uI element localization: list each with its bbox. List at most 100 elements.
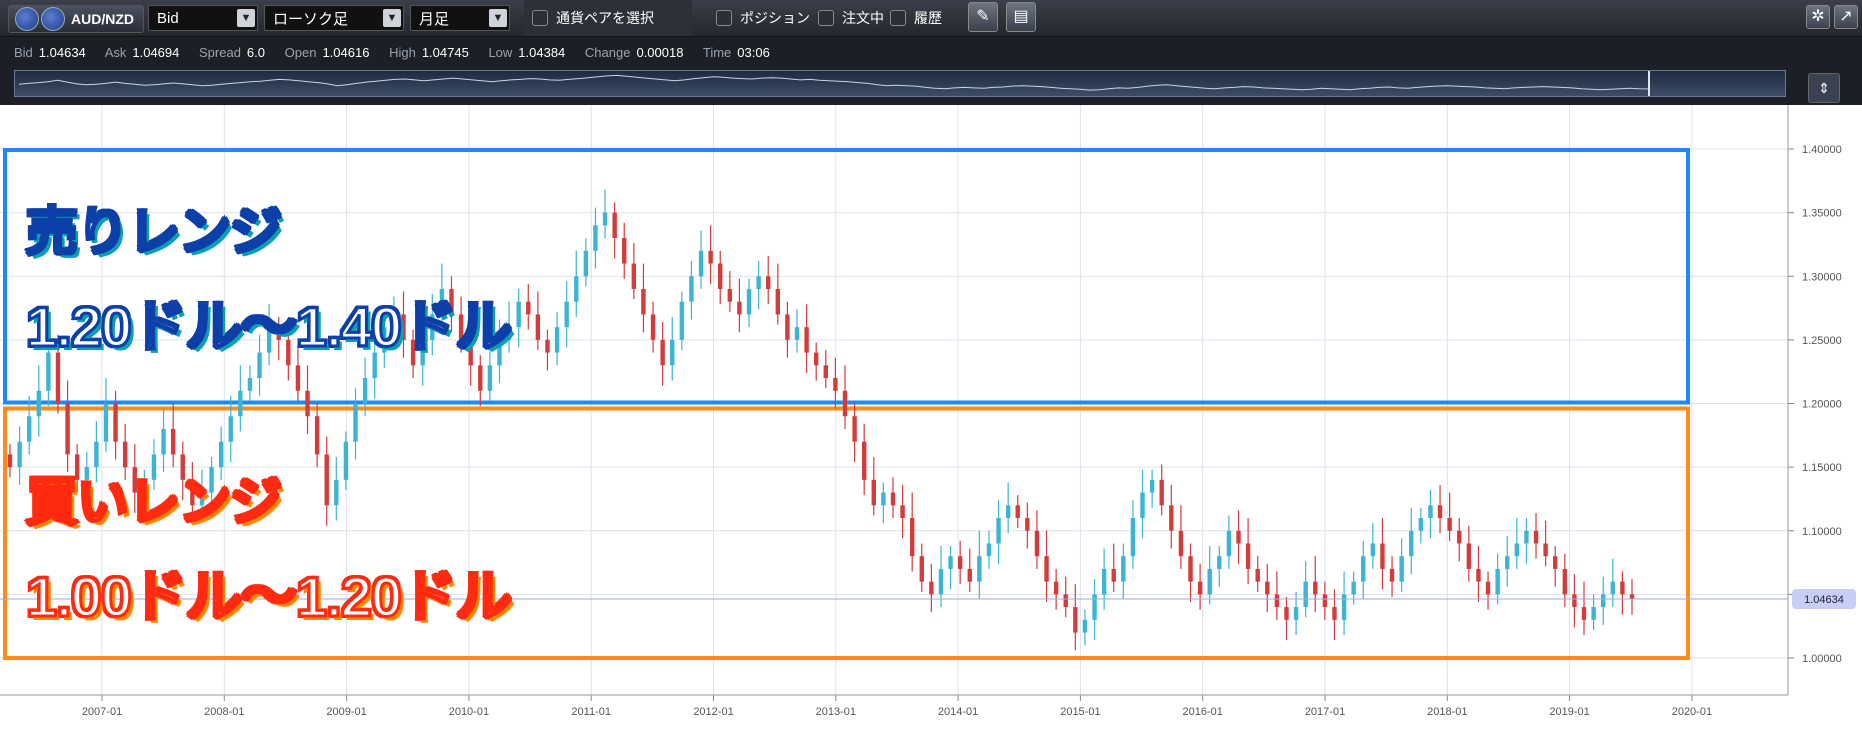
candle-body <box>1015 505 1020 519</box>
candle-body <box>7 454 13 468</box>
x-tick-label: 2011-01 <box>571 706 611 718</box>
navigator-resize-button[interactable]: ⇕ <box>1808 73 1840 103</box>
candle-body <box>1082 619 1088 633</box>
price-type-select[interactable]: Bid ▼ <box>148 5 258 31</box>
candle-body <box>334 479 339 506</box>
candle-body <box>1063 594 1068 608</box>
x-tick-label: 2020-01 <box>1672 706 1712 718</box>
candle-body <box>1514 543 1520 557</box>
x-tick-label: 2010-01 <box>449 706 489 718</box>
info-value: 1.04634 <box>38 45 86 60</box>
candlestick-chart[interactable]: 1.40000 1.35000 1.30000 1.25000 1.20000 1.150… <box>0 105 1862 733</box>
candle-body <box>1092 594 1097 620</box>
candle-body <box>612 212 617 239</box>
price-info-list: Bid 1.04634 Ask 1.04694 Spread 6.0 Open 1.04… <box>14 45 786 60</box>
candle-body <box>199 492 205 506</box>
candle-body <box>977 556 982 582</box>
candle-body <box>1255 568 1260 582</box>
candle-body <box>132 467 137 493</box>
candle-body <box>487 365 493 391</box>
candle-body <box>1601 594 1606 608</box>
candle-body <box>1629 594 1635 600</box>
y-tick-label: 1.00000 <box>1802 653 1842 665</box>
candle-body <box>554 327 560 353</box>
candle-body <box>1495 568 1500 595</box>
info-value: 6.0 <box>246 45 265 60</box>
candle-body <box>122 441 128 468</box>
candle-body <box>766 276 771 289</box>
info-value: 0.00018 <box>636 45 684 60</box>
candle-body <box>190 479 195 506</box>
candle-body <box>46 352 51 391</box>
select-pair-panel <box>524 0 692 36</box>
candle-body <box>986 543 992 557</box>
candle-body <box>286 339 291 366</box>
buy-range-text: 1.00ドル～1.20ドル <box>25 564 514 630</box>
candle-body <box>1217 556 1222 569</box>
info-value: 03:06 <box>737 45 770 60</box>
candle-body <box>794 327 800 340</box>
popout-button[interactable]: ↗ <box>1834 5 1858 29</box>
x-tick-label: 2007-01 <box>82 706 122 718</box>
select-pair-toggle[interactable]: 通貨ペアを選択 <box>532 5 654 31</box>
y-tick-label: 1.35000 <box>1802 208 1842 220</box>
candle-body <box>343 441 349 480</box>
candle-body <box>430 314 435 340</box>
candle-body <box>1562 568 1568 595</box>
chart-type-select[interactable]: ローソク足 ▼ <box>264 5 404 31</box>
candle-body <box>218 441 224 468</box>
currency-pair-button[interactable]: AUD/NZD <box>8 5 144 33</box>
toolbar: AUD/NZD Bid ▼ ローソク足 ▼ 月足 ▼ 通貨ペアを選択 ポジション… <box>0 0 1862 37</box>
candle-body <box>449 288 454 315</box>
candle-body <box>1437 505 1443 519</box>
pair-label: AUD/NZD <box>71 11 134 27</box>
candle-body <box>861 441 867 480</box>
candle-body <box>1457 530 1462 544</box>
select-pair-checkbox[interactable] <box>532 10 548 26</box>
chart-tool-button[interactable]: ✎ <box>968 2 998 32</box>
candle-body <box>1313 581 1318 595</box>
candle-body <box>1053 581 1059 595</box>
candle-body <box>814 352 819 366</box>
positions-toggle[interactable]: ポジション <box>716 5 810 31</box>
x-tick-label: 2017-01 <box>1305 706 1345 718</box>
candle-body <box>468 339 473 366</box>
candle-body <box>439 288 445 315</box>
candle-body <box>1466 543 1472 569</box>
settings-button[interactable]: ✲ <box>1806 5 1830 29</box>
candle-body <box>1207 568 1212 595</box>
candle-body <box>1159 479 1164 506</box>
chevron-down-icon: ▼ <box>383 9 401 27</box>
chart-navigator[interactable] <box>14 70 1786 97</box>
orders-toggle[interactable]: 注文中 <box>818 5 884 31</box>
nzd-flag-icon <box>41 7 65 31</box>
candle-body <box>228 416 233 442</box>
pen-icon: ✎ <box>976 8 990 25</box>
candle-body <box>1485 581 1491 595</box>
candle-body <box>1389 568 1395 582</box>
layout-button[interactable]: ▤ <box>1006 2 1036 32</box>
candle-body <box>103 403 109 442</box>
candle-body <box>1332 607 1337 620</box>
x-tick-label: 2009-01 <box>326 706 366 718</box>
x-tick-label: 2008-01 <box>204 706 244 718</box>
candle-body <box>1140 492 1145 519</box>
history-checkbox[interactable] <box>890 10 906 26</box>
y-tick-label: 1.40000 <box>1802 144 1842 156</box>
candle-body <box>718 263 723 289</box>
orders-checkbox[interactable] <box>818 10 834 26</box>
positions-checkbox[interactable] <box>716 10 732 26</box>
external-link-icon: ↗ <box>1839 8 1853 25</box>
candle-body <box>535 314 541 340</box>
navigator-line <box>18 74 1650 91</box>
candle-body <box>602 212 608 226</box>
candle-body <box>1169 505 1174 531</box>
history-toggle[interactable]: 履歴 <box>890 5 942 31</box>
timeframe-select[interactable]: 月足 ▼ <box>410 5 510 31</box>
y-tick-label: 1.25000 <box>1802 335 1842 347</box>
candle-body <box>1399 556 1404 582</box>
candle-body <box>1409 530 1414 557</box>
positions-label: ポジション <box>740 10 810 26</box>
chart-type-value: ローソク足 <box>273 10 349 28</box>
price-info-bar: Bid 1.04634 Ask 1.04694 Spread 6.0 Open 1.04… <box>0 37 1862 105</box>
